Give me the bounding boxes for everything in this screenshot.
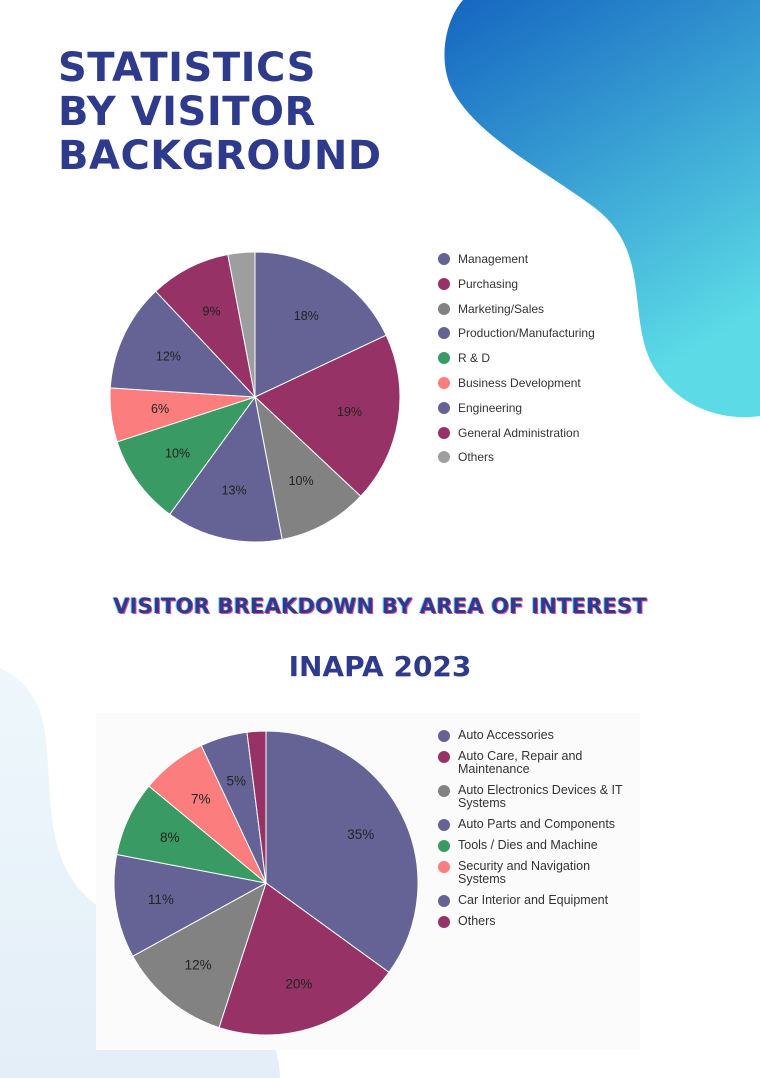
legend-swatch — [438, 730, 450, 742]
pie-data-label: 35% — [347, 827, 374, 842]
legend-swatch — [438, 352, 450, 365]
pie-data-label: 20% — [285, 977, 312, 992]
legend-label: Security and Navigation Systems — [458, 859, 591, 886]
pie-slice-others — [227, 251, 256, 398]
legend-label: Others — [458, 914, 496, 928]
legend-label: Auto Accessories — [458, 728, 554, 742]
pie-data-label: 5% — [227, 773, 247, 788]
pie-data-label: 13% — [222, 483, 247, 497]
legend-item: Tools / Dies and Machine — [438, 839, 638, 852]
pie-data-label: 8% — [160, 830, 180, 845]
legend-swatch — [438, 327, 450, 340]
pie-slice-general-administration — [155, 253, 256, 399]
legend-swatch — [438, 895, 450, 907]
legend-swatch — [438, 819, 450, 831]
legend-swatch — [438, 277, 450, 290]
pie-slice-engineering — [109, 290, 257, 398]
pie-slice-auto-accessories — [265, 730, 419, 974]
pie-data-label: 18% — [294, 309, 319, 323]
legend-label: General Administration — [458, 425, 580, 440]
legend-label: Production/Manufacturing — [458, 326, 595, 341]
legend-item: Auto Care, Repair and Maintenance — [438, 750, 638, 776]
pie-data-label: 7% — [191, 791, 211, 806]
pie-data-label: 10% — [165, 446, 190, 460]
legend-swatch — [438, 785, 450, 797]
pie-slice-auto-care-repair-and-maintenance — [218, 882, 390, 1036]
pie-slice-marketing-sales — [254, 395, 362, 541]
legend-label: Marketing/Sales — [458, 301, 545, 316]
legend-item: R & D — [438, 350, 595, 375]
area-of-interest-pie-chart: 35% 20% 12% 11% 8% 7% 5% — [113, 730, 419, 1036]
page-title: STATISTICS BY VISITOR BACKGROUND — [58, 46, 382, 178]
legend-swatch — [438, 751, 450, 763]
legend-swatch — [438, 376, 450, 389]
legend-swatch — [438, 302, 450, 315]
pie-slice-auto-electronics-devices-it-systems — [132, 881, 267, 1029]
pie-data-label: 10% — [289, 474, 314, 488]
pie-data-label: 12% — [156, 349, 181, 363]
legend-swatch — [438, 916, 450, 928]
legend-label: Auto Electronics Devices & IT Systems — [458, 783, 623, 810]
legend-label: Engineering — [458, 400, 523, 415]
legend-item: Management — [438, 251, 595, 276]
legend-item: Auto Parts and Components — [438, 818, 638, 831]
legend-label: R & D — [458, 351, 491, 366]
section-subtitle: VISITOR BREAKDOWN BY AREA OF INTEREST — [113, 594, 647, 618]
legend-item: Security and Navigation Systems — [438, 860, 638, 886]
legend-label: Others — [458, 450, 495, 465]
legend-item: Marketing/Sales — [438, 301, 595, 326]
legend-swatch — [438, 253, 450, 265]
legend-item: Production/Manufacturing — [438, 325, 595, 350]
legend-item: Business Development — [438, 375, 595, 400]
legend-label: Business Development — [458, 375, 581, 390]
legend-item: Purchasing — [438, 276, 595, 301]
pie-slice-r-d — [116, 396, 257, 516]
legend-label: Car Interior and Equipment — [458, 893, 609, 907]
page-title-line: BACKGROUND — [58, 133, 382, 179]
legend-label: Auto Parts and Components — [458, 817, 616, 831]
area-of-interest-legend: Auto Accessories Auto Care, Repair and Ma… — [438, 729, 638, 936]
top-right-blob — [444, 0, 760, 418]
event-title: INAPA 2023 — [288, 650, 472, 683]
legend-item: Others — [438, 915, 638, 928]
legend-item: Others — [438, 449, 595, 474]
pie-data-label: 9% — [203, 305, 221, 319]
pie-slice-purchasing — [254, 334, 401, 497]
legend-item: Auto Accessories — [438, 729, 638, 742]
visitor-background-legend: Management Purchasing Marketing/Sales Produ… — [438, 251, 595, 474]
legend-swatch — [438, 451, 450, 464]
legend-item: Engineering — [438, 400, 595, 425]
pie-data-label: 19% — [337, 405, 362, 419]
pie-data-label: 12% — [185, 957, 212, 972]
page-title-line: STATISTICS — [58, 45, 316, 91]
legend-item: General Administration — [438, 425, 595, 450]
legend-swatch — [438, 861, 450, 873]
pie-data-label: 6% — [151, 402, 169, 416]
legend-item: Car Interior and Equipment — [438, 894, 638, 907]
pie-slice-others — [246, 730, 267, 884]
pie-slice-management — [254, 251, 387, 398]
legend-item: Auto Electronics Devices & IT Systems — [438, 784, 638, 810]
page-title-line: BY VISITOR — [58, 89, 316, 135]
visitor-background-pie-chart: 18% 19% 10% 13% 10% 6% 12% 9% — [109, 251, 401, 543]
legend-label: Tools / Dies and Machine — [458, 838, 598, 852]
legend-label: Purchasing — [458, 276, 519, 291]
pie-slice-production-manufacturing — [169, 395, 283, 543]
legend-swatch — [438, 840, 450, 852]
legend-swatch — [438, 401, 450, 414]
pie-data-label: 11% — [148, 892, 174, 907]
legend-label: Management — [458, 252, 529, 266]
pie-slice-auto-parts-and-components — [113, 853, 268, 957]
legend-label: Auto Care, Repair and Maintenance — [458, 749, 583, 776]
legend-swatch — [438, 426, 450, 439]
